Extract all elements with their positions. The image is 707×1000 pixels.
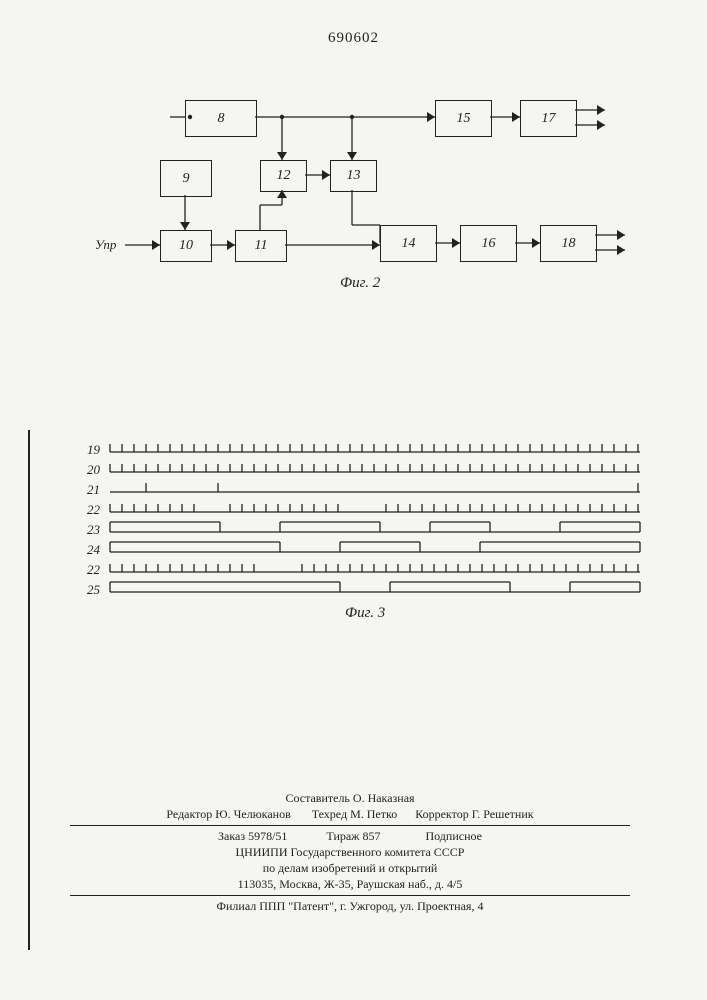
compiler-line: Составитель О. Наказная [70, 791, 630, 806]
trace-label-23: 23 [80, 522, 100, 538]
block-18: 18 [540, 225, 597, 262]
block-12: 12 [260, 160, 307, 192]
order-row: Заказ 5978/51 Тираж 857 Подписное [70, 829, 630, 844]
tirazh: Тираж 857 [326, 829, 380, 843]
block-diagram: 89101112131415161718 Фиг. 2 Упр [100, 100, 620, 330]
org1: ЦНИИПИ Государственного комитета СССР [70, 845, 630, 860]
block-13: 13 [330, 160, 377, 192]
trace-label-20: 20 [80, 462, 100, 478]
trace-label-19: 19 [80, 442, 100, 458]
timing-diagram: 1920212223242225 Фиг. 3 [80, 440, 640, 610]
timing-traces [80, 440, 650, 620]
trace-label-24: 24 [80, 542, 100, 558]
org2: по делам изобретений и открытий [70, 861, 630, 876]
credits-row: Редактор Ю. Челюканов Техред М. Петко Ко… [70, 807, 630, 822]
fig2-caption: Фиг. 2 [340, 275, 380, 292]
block-9: 9 [160, 160, 212, 197]
sub: Подписное [425, 829, 482, 843]
block-10: 10 [160, 230, 212, 262]
trace-label-21: 21 [80, 482, 100, 498]
addr1: 113035, Москва, Ж-35, Раушская наб., д. … [70, 877, 630, 892]
block-8: 8 [185, 100, 257, 137]
block-15: 15 [435, 100, 492, 137]
side-rule [28, 430, 30, 950]
trace-label-22: 22 [80, 562, 100, 578]
input-label: Упр [95, 237, 116, 253]
corrector: Корректор Г. Решетник [415, 807, 533, 821]
tech: Техред М. Петко [312, 807, 397, 821]
trace-label-25: 25 [80, 582, 100, 598]
block-16: 16 [460, 225, 517, 262]
trace-label-22: 22 [80, 502, 100, 518]
rule2 [70, 895, 630, 896]
addr2: Филиал ППП "Патент", г. Ужгород, ул. Про… [70, 899, 630, 914]
block-17: 17 [520, 100, 577, 137]
block-11: 11 [235, 230, 287, 262]
editor: Редактор Ю. Челюканов [166, 807, 290, 821]
footer-block: Составитель О. Наказная Редактор Ю. Челю… [70, 790, 630, 915]
rule1 [70, 825, 630, 826]
fig3-caption: Фиг. 3 [345, 605, 385, 622]
order: Заказ 5978/51 [218, 829, 287, 843]
doc-number: 690602 [0, 30, 707, 47]
block-14: 14 [380, 225, 437, 262]
